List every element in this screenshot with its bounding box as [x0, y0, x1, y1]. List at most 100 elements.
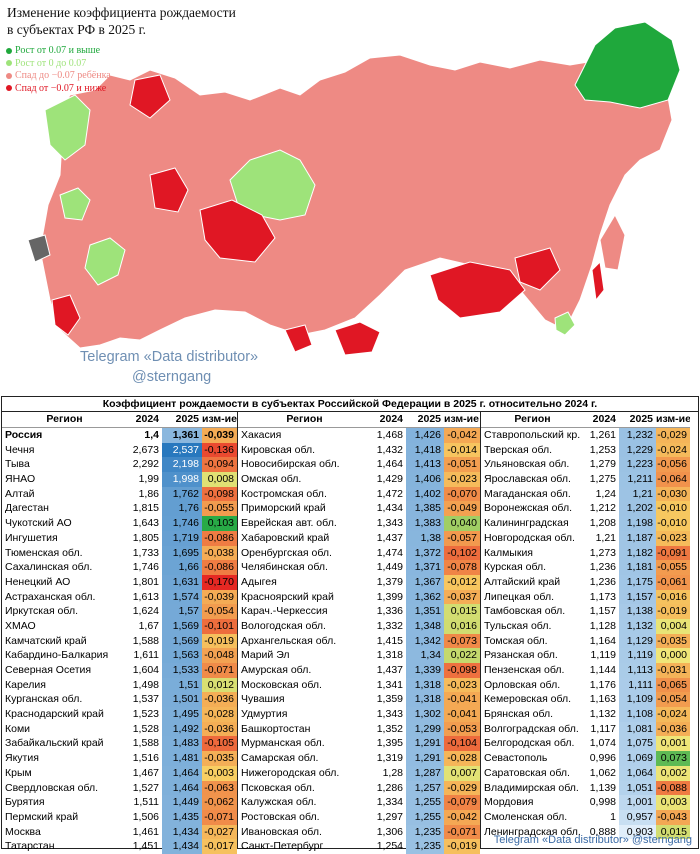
table-row: Кабардино-Балкария 1,611 1,563 -0,048 [2, 648, 237, 663]
legend-item: Спад до −0.07 ребёнка [6, 70, 111, 83]
map-region-nenets [129, 74, 171, 119]
legend-label: Спад от −0.07 и ниже [15, 82, 107, 94]
value-2025: 1,481 [162, 751, 202, 766]
value-2025: 1,426 [406, 428, 444, 443]
region-name: Дагестан [5, 502, 49, 515]
region-name: Крым [5, 766, 32, 779]
value-2024: 2,292 [132, 458, 159, 471]
table-row: Ярославская обл. 1,275 1,211 -0,064 [481, 472, 690, 487]
value-2024: 1,588 [132, 737, 159, 750]
value-2025: 1,746 [162, 516, 202, 531]
value-2024: 1,432 [376, 443, 403, 456]
region-name: Белгородская обл. [484, 737, 575, 750]
value-2024: 1,733 [132, 546, 159, 559]
change-value: 0,008 [202, 472, 237, 487]
change-value: -0,019 [202, 633, 237, 649]
value-2025: 1,383 [406, 516, 444, 531]
legend-dot-icon [6, 72, 12, 79]
value-2025: 1,435 [162, 809, 202, 825]
value-2025: 1,574 [162, 589, 202, 605]
region-name: Брянская обл. [484, 708, 554, 721]
change-value: -0,061 [656, 574, 690, 590]
value-2024: 1,4 [144, 429, 159, 441]
value-2024: 1,429 [376, 473, 403, 486]
region-name: Красноярский край [241, 590, 334, 603]
table-row: Забайкальский край 1,588 1,483 -0,105 [2, 736, 237, 752]
value-2025: 1,464 [162, 765, 202, 781]
region-name: Ленинградская обл. [484, 825, 581, 838]
value-2024: 0,996 [589, 752, 616, 765]
table-row: Владимирская обл. 1,139 1,051 -0,088 [481, 780, 690, 796]
value-2024: 1,506 [132, 810, 159, 823]
value-2024: 1,119 [590, 649, 617, 662]
legend-label: Спад до −0.07 ребёнка [15, 70, 111, 81]
value-2024: 1,498 [132, 678, 159, 691]
watermark-line2: @sterngang [132, 369, 212, 385]
table-row: Кемеровская обл. 1,163 1,109 -0,054 [481, 692, 690, 708]
table-header-cell: 2024 [379, 413, 403, 425]
region-name: Калининградская [484, 517, 569, 530]
change-value: -0,079 [444, 795, 480, 810]
change-value: -0,023 [656, 530, 690, 546]
value-2025: 0,957 [619, 809, 656, 825]
change-value: -0,073 [444, 633, 480, 649]
table-row: Кировская обл. 1,432 1,418 -0,014 [238, 442, 480, 458]
table-row: Чукотский АО 1,643 1,746 0,103 [2, 516, 237, 531]
value-2024: 1,254 [376, 840, 403, 853]
table-row: Удмуртия 1,343 1,302 -0,041 [238, 707, 480, 722]
region-name: Ульяновская обл. [484, 458, 570, 471]
table-row: Приморский край 1,434 1,385 -0,049 [238, 501, 480, 517]
value-2024: 1,528 [132, 722, 159, 735]
region-name: Орловская обл. [484, 678, 561, 691]
region-name: Костромская обл. [241, 487, 327, 500]
map-region-caucasus-red [51, 294, 81, 336]
value-2025: 1,175 [619, 574, 656, 590]
value-2025: 1,318 [406, 677, 444, 693]
value-2024: 1,132 [589, 708, 616, 721]
value-2024: 1,437 [376, 664, 403, 676]
change-value: -0,039 [202, 428, 237, 443]
table-row: Дагестан 1,815 1,76 -0,055 [2, 501, 237, 517]
value-2025: 1,998 [162, 472, 202, 487]
value-2024: 1,343 [376, 708, 403, 721]
table-row: Смоленская обл. 1 0,957 -0,043 [481, 809, 690, 825]
table-row: Коми 1,528 1,492 -0,036 [2, 721, 237, 737]
value-2025: 0,903 [619, 824, 656, 840]
table-row: Белгородская обл. 1,074 1,075 0,001 [481, 736, 690, 752]
table-column-group: Регион 2024 2025 изм-ие Хакасия 1,468 1,426 -0,… [237, 412, 480, 854]
change-value: -0,064 [656, 472, 690, 487]
value-2024: 1,117 [590, 722, 617, 735]
region-name: Псковская обл. [241, 781, 315, 794]
region-name: Мордовия [484, 796, 534, 809]
table-row: Севастополь 0,996 1,069 0,073 [481, 751, 690, 766]
table-row: Магаданская обл. 1,24 1,21 -0,030 [481, 486, 690, 502]
value-2024: 1,306 [376, 825, 403, 838]
change-value: 0,002 [656, 765, 690, 781]
change-value: -0,070 [444, 486, 480, 502]
value-2024: 1,261 [589, 429, 616, 441]
region-name: Нижегородская обл. [241, 766, 340, 779]
region-name: Камчатский край [5, 634, 87, 647]
value-2024: 1,273 [589, 546, 616, 559]
region-name: Московская обл. [241, 678, 322, 691]
value-2024: 1,359 [376, 693, 403, 706]
map-region-altai [284, 324, 313, 353]
value-2025: 1,719 [162, 530, 202, 546]
value-2025: 1,291 [406, 751, 444, 766]
value-2024: 1,99 [138, 473, 159, 486]
change-value: 0,040 [444, 516, 480, 531]
value-2025: 1,064 [619, 765, 656, 781]
value-2024: 1,523 [132, 708, 159, 721]
change-value: -0,136 [202, 442, 237, 458]
value-2025: 1,255 [406, 795, 444, 810]
change-value: -0,051 [444, 457, 480, 473]
table-header-cell: изм-ие [202, 413, 237, 425]
region-name: Тамбовская обл. [484, 605, 566, 618]
change-value: 0,073 [656, 751, 690, 766]
value-2024: 1,341 [376, 678, 403, 691]
region-name: Удмуртия [241, 708, 288, 721]
region-name: Сахалинская обл. [5, 561, 93, 574]
change-value: -0,086 [202, 530, 237, 546]
table-column-group: Регион 2024 2025 изм-ие Ставропольский кр. 1,… [480, 412, 690, 849]
table-header-cell: Регион [286, 413, 323, 425]
